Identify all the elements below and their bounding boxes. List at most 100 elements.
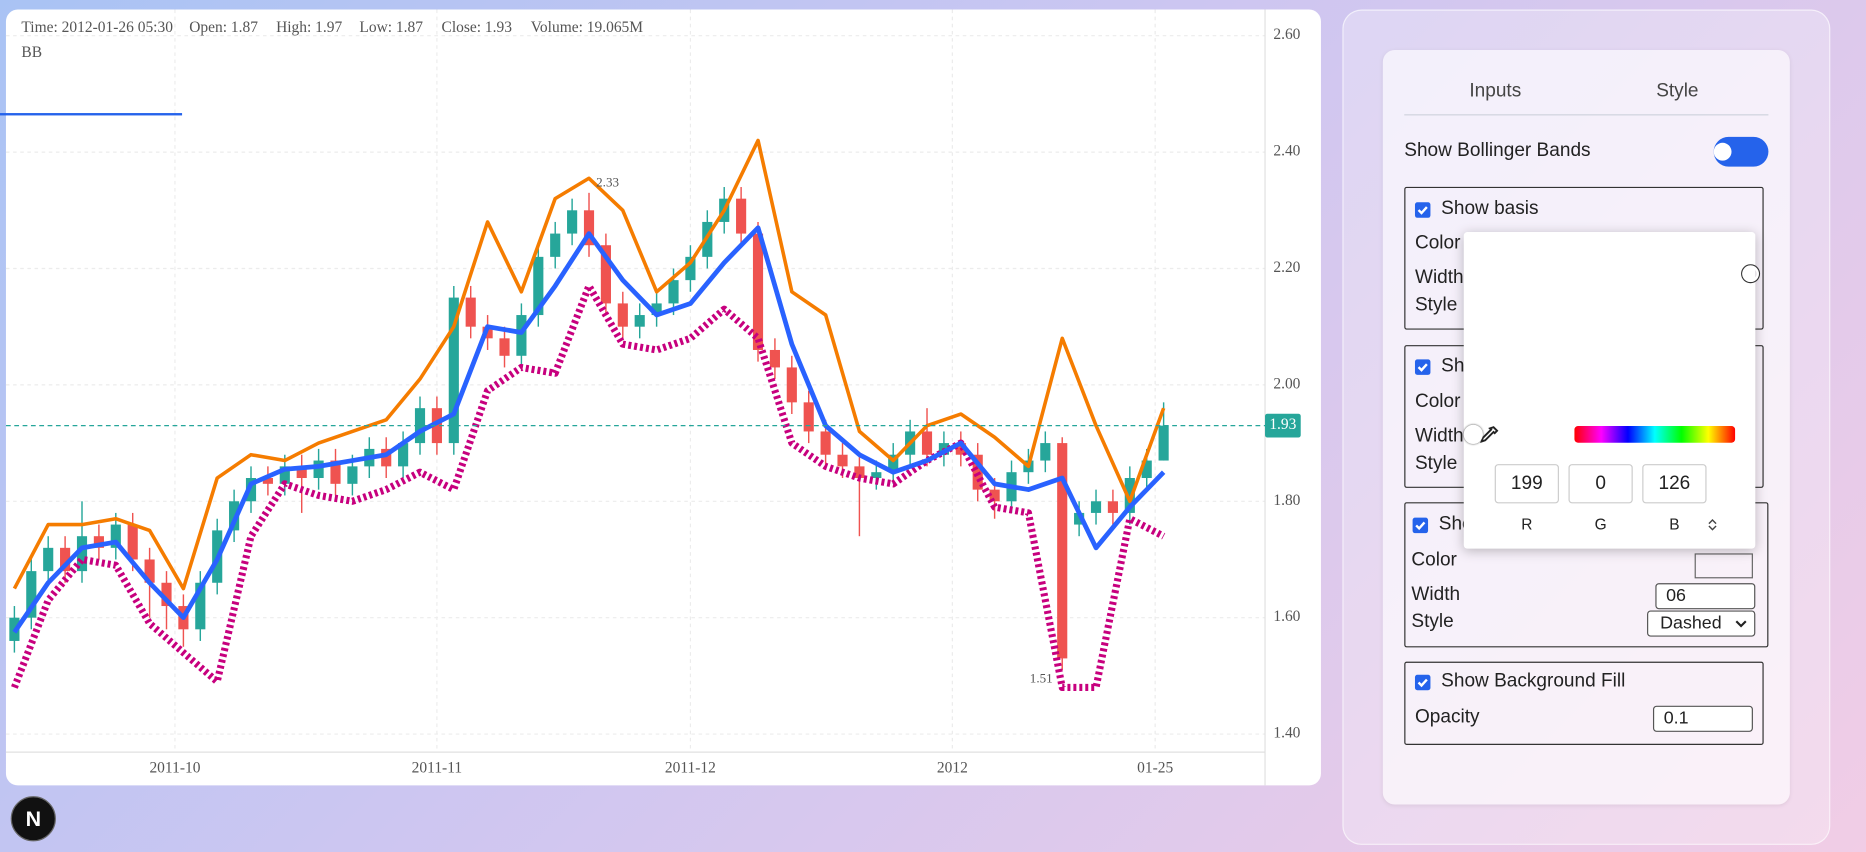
tab-divider — [1404, 114, 1769, 116]
candle-body — [448, 297, 459, 444]
y-tick-label: 2.60 — [1273, 26, 1300, 43]
candle-body — [161, 582, 172, 607]
checkbox[interactable] — [1414, 202, 1431, 218]
candle-body — [617, 303, 628, 327]
channel-input[interactable]: 0 — [1568, 464, 1633, 504]
plot: 1.40 1.60 1.80 2.00 2.20 2.40 2.60 2011-10 2011-… — [5, 9, 1301, 786]
field-label: Width — [1414, 426, 1464, 447]
candle-body — [1141, 460, 1152, 479]
candle-body — [110, 524, 121, 548]
channel-label: R — [1521, 515, 1533, 534]
tab[interactable]: Style — [1656, 80, 1699, 102]
candle-body — [381, 448, 392, 467]
candle-body — [1107, 501, 1118, 513]
field-label: Color — [1414, 233, 1461, 254]
color-preview — [1517, 417, 1556, 456]
candle-body — [583, 210, 595, 246]
candle-body — [516, 315, 527, 356]
x-tick-label: 2011-10 — [149, 759, 200, 776]
candle-body — [1040, 443, 1051, 461]
price-annotation: 2.33 — [596, 174, 619, 189]
field-label: Color — [1414, 391, 1461, 412]
style-select[interactable]: Dashed — [1647, 610, 1756, 637]
candle-body — [921, 431, 933, 455]
candle-body — [1090, 501, 1102, 513]
candle-body — [1074, 512, 1085, 525]
candle-body — [76, 536, 88, 572]
x-tick-label: 2012 — [937, 759, 968, 776]
candle-body — [347, 466, 358, 484]
x-tick-label: 2011-12 — [665, 759, 716, 776]
group-title: Show basis — [1441, 198, 1539, 219]
band-line — [12, 138, 1166, 591]
candle-body — [262, 478, 273, 484]
hue-thumb[interactable] — [1463, 424, 1483, 444]
color-swatch[interactable] — [1694, 553, 1753, 579]
logo[interactable]: N — [10, 796, 56, 842]
toggle-label: Show Bollinger Bands — [1404, 140, 1591, 161]
hue-slider[interactable] — [1574, 426, 1736, 443]
candle-body — [854, 466, 865, 479]
candle-body — [279, 466, 290, 484]
checkbox[interactable] — [1412, 517, 1429, 534]
info-text: Open: 1.87 — [189, 19, 258, 36]
channel-label: G — [1594, 515, 1607, 534]
field-label: Color — [1411, 549, 1457, 571]
candle-body — [195, 582, 206, 630]
group-box — [1404, 661, 1764, 745]
field-label: Style — [1414, 295, 1458, 316]
info-text: Volume: 19.065M — [531, 19, 644, 36]
color-picker: 199 0 126 R G B — [1463, 232, 1759, 549]
opacity-input[interactable]: 0.1 — [1652, 705, 1753, 732]
checkbox[interactable] — [1414, 674, 1431, 691]
candle-body — [313, 460, 324, 479]
saturation-area[interactable] — [1464, 234, 1756, 407]
group-title: Sh — [1441, 355, 1465, 377]
candle-body — [668, 280, 679, 304]
y-tick-label: 2.00 — [1273, 375, 1300, 392]
candle-body — [465, 297, 476, 327]
select-value: Dashed — [1660, 612, 1722, 634]
candle-body — [431, 408, 442, 444]
picker-cursor[interactable] — [1742, 265, 1759, 283]
candle-body — [752, 233, 764, 350]
format-switch[interactable] — [1708, 518, 1718, 532]
candle-body — [736, 198, 747, 234]
candle-body — [296, 466, 307, 479]
candle-body — [144, 559, 155, 583]
candle-body — [803, 402, 814, 432]
legend-title: BB — [21, 44, 42, 61]
field-label: Style — [1411, 611, 1454, 632]
eyedropper[interactable] — [1478, 425, 1499, 446]
toggle-knob — [1713, 142, 1732, 161]
candle-body — [1124, 478, 1135, 513]
band-line — [12, 225, 1166, 634]
candle-body — [1158, 425, 1169, 461]
field-label: Width — [1414, 267, 1464, 288]
candle-body — [499, 338, 510, 356]
price-annotation: 1.51 — [1030, 671, 1053, 686]
candle-body — [972, 454, 983, 490]
candle-body — [330, 460, 341, 484]
chart-card — [5, 9, 1321, 786]
candle-body — [414, 408, 426, 444]
tab[interactable]: Inputs — [1469, 80, 1522, 102]
width-input[interactable]: 06 — [1655, 583, 1756, 610]
info-text: Low: 1.87 — [359, 19, 423, 36]
y-tick-label: 1.60 — [1273, 608, 1300, 625]
channel-input[interactable]: 199 — [1494, 464, 1559, 504]
candle-body — [398, 443, 409, 467]
candle-body — [871, 472, 882, 479]
candle-body — [533, 256, 544, 316]
field-label: Width — [1411, 584, 1461, 605]
candle-body — [820, 431, 831, 455]
y-tick-label: 1.40 — [1273, 725, 1300, 742]
toggle[interactable] — [1713, 136, 1769, 167]
info-text: Time: 2012-01-26 05:30 — [21, 19, 173, 36]
candle-body — [43, 547, 54, 572]
field-label: Style — [1414, 453, 1458, 474]
channel-input[interactable]: 126 — [1642, 464, 1707, 504]
candle-body — [888, 454, 899, 473]
checkbox[interactable] — [1414, 359, 1431, 375]
